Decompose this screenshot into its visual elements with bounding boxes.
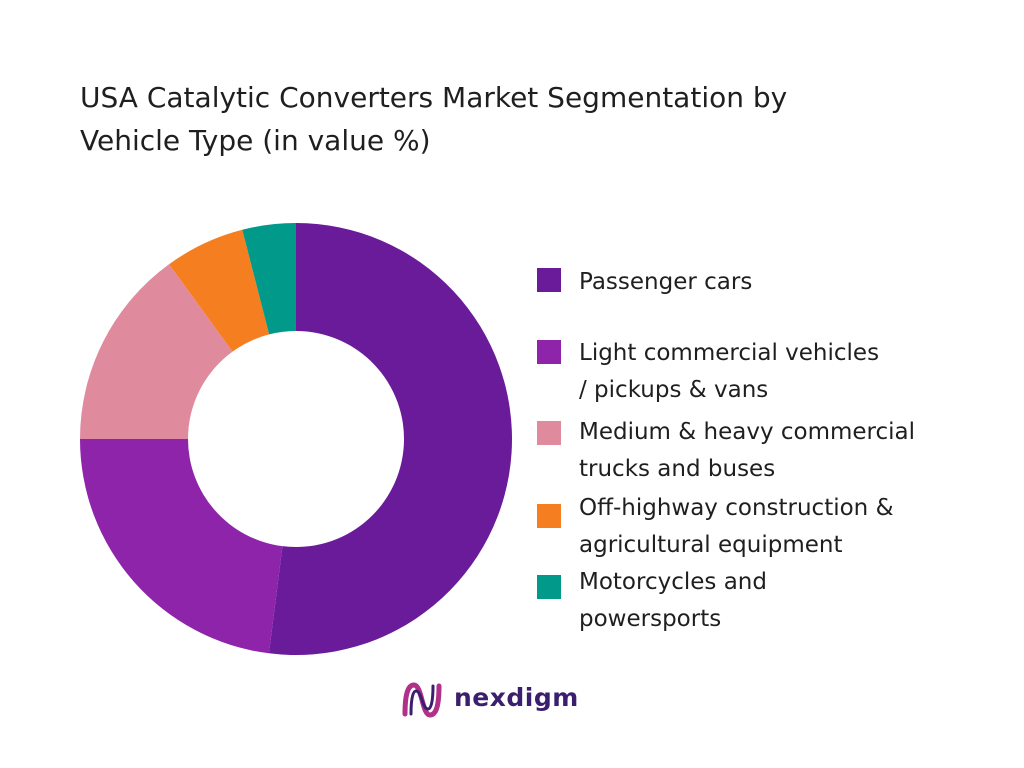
legend-swatch-motorcycles bbox=[537, 575, 561, 599]
legend-swatch-light-commercial bbox=[537, 340, 561, 364]
legend-label-passenger-cars: Passenger cars bbox=[579, 264, 999, 301]
donut-slice-off-highway bbox=[169, 229, 270, 352]
brand-name: nexdigm bbox=[454, 683, 579, 712]
legend-label-line: Passenger cars bbox=[579, 269, 753, 295]
legend-label-medium-heavy: Medium & heavy commercial trucks and bus… bbox=[579, 414, 999, 488]
nexdigm-logo-icon bbox=[402, 682, 442, 718]
donut-slice-passenger-cars bbox=[268, 223, 512, 655]
legend-label-light-commercial: Light commercial vehicles / pickups & va… bbox=[579, 335, 999, 409]
legend-label-line: trucks and buses bbox=[579, 456, 776, 482]
legend-label-line: Medium & heavy commercial bbox=[579, 419, 916, 445]
donut-chart bbox=[80, 223, 512, 655]
legend-swatch-medium-heavy bbox=[537, 421, 561, 445]
legend-label-line: / pickups & vans bbox=[579, 377, 769, 403]
legend-label-line: Off-highway construction & bbox=[579, 495, 894, 521]
legend-label-line: powersports bbox=[579, 606, 722, 632]
legend-label-motorcycles: Motorcycles and powersports bbox=[579, 564, 999, 638]
donut-slice-light-commercial bbox=[80, 439, 283, 654]
chart-legend: Passenger cars Light commercial vehicles… bbox=[537, 0, 1007, 768]
chart-title: USA Catalytic Converters Market Segmenta… bbox=[80, 76, 960, 162]
legend-swatch-off-highway bbox=[537, 504, 561, 528]
donut-slice-motorcycles bbox=[242, 223, 296, 335]
legend-swatch-passenger-cars bbox=[537, 268, 561, 292]
chart-title-line-2: Vehicle Type (in value %) bbox=[80, 124, 431, 157]
legend-label-line: Motorcycles and bbox=[579, 569, 767, 595]
chart-title-line-1: USA Catalytic Converters Market Segmenta… bbox=[80, 81, 788, 114]
legend-label-off-highway: Off-highway construction & agricultural … bbox=[579, 490, 999, 564]
legend-label-line: agricultural equipment bbox=[579, 532, 843, 558]
donut-slice-medium-heavy bbox=[80, 264, 233, 439]
legend-label-line: Light commercial vehicles bbox=[579, 340, 880, 366]
